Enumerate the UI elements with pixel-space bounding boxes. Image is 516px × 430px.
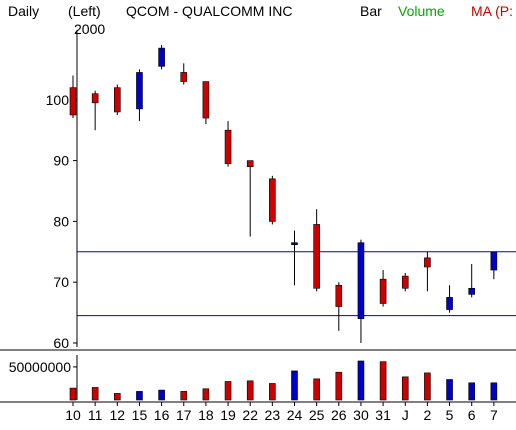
candle-body [490,251,498,271]
chart-title: QCOM - QUALCOMM INC [126,3,292,19]
volume-bar [91,387,99,401]
price-y-tick-label: 80 [53,213,69,229]
volume-bar [424,372,431,401]
volume-bar [246,380,254,401]
price-y-tick-label: 60 [53,335,69,351]
candle-body [424,257,431,268]
volume-bar [158,389,165,401]
volume-bar [313,378,320,401]
candle-body [114,87,121,113]
candle-body [401,275,409,289]
x-tick-label: 16 [154,407,170,423]
volume-bar [69,387,77,401]
x-tick-label: 5 [446,407,454,423]
x-tick-label: 11 [88,407,103,423]
x-tick-label: 23 [265,407,281,423]
candle-body [180,72,188,82]
candle-body [313,224,320,289]
candle-body [91,93,99,104]
x-tick-label: 31 [375,407,391,423]
volume-bar [202,388,210,401]
candle-body [446,297,453,310]
x-tick-label: 19 [220,407,236,423]
x-tick-label: J [402,407,409,423]
candle-body [246,160,254,167]
period-label: Daily [8,3,39,19]
ma-legend-label: MA (P: [471,3,513,19]
candle-body [136,72,143,110]
x-tick-label: 26 [331,407,347,423]
volume-legend-label: Volume [398,3,445,19]
x-tick-label: 17 [176,407,192,423]
candle-body [269,178,276,222]
volume-y-tick-label: 50000000 [9,359,72,375]
volume-bar [136,391,143,401]
volume-bar [490,382,498,401]
x-tick-label: 22 [242,407,258,423]
price-y-tick-label: 90 [53,153,69,169]
volume-bar [446,379,453,401]
x-tick-label: 15 [132,407,148,423]
volume-bar [379,361,387,401]
candle-body [158,47,165,67]
candle-body [291,242,298,245]
scale-side-label: (Left) [68,3,101,19]
price-panel: 100 90 80 70 60 [0,30,516,351]
x-tick-label: 6 [468,407,476,423]
volume-bar [269,383,276,401]
volume-bar [224,381,232,401]
volume-panel: 50000000 [9,355,498,401]
x-tick-label: 24 [287,407,303,423]
price-y-tick-label: 70 [53,274,69,290]
candle-body [202,81,210,119]
candle-body [224,129,232,164]
x-tick-label: 12 [110,407,126,423]
x-tick-label: 18 [198,407,214,423]
year-label: 2000 [74,21,105,37]
x-axis: 10 11 12 15 16 17 18 19 22 23 24 25 26 30 31 J 2 5 6 7 [0,401,516,423]
x-tick-label: 10 [65,407,81,423]
chart-style-label: Bar [360,3,382,19]
candle-body [335,284,343,307]
x-tick-label: 2 [424,407,432,423]
volume-bar [180,391,188,401]
candle-body [69,87,77,116]
candle-body [357,242,365,319]
x-tick-label: 25 [309,407,325,423]
volume-bar [357,360,365,401]
candle-body [379,278,387,304]
x-tick-label: 7 [490,407,498,423]
volume-bar [335,371,343,401]
volume-bar [114,393,121,401]
volume-bar [291,370,298,401]
price-y-tick-label: 100 [46,92,70,108]
candle-body [468,287,476,295]
volume-bar [401,376,409,401]
volume-bar [468,382,476,401]
x-tick-label: 30 [353,407,369,423]
